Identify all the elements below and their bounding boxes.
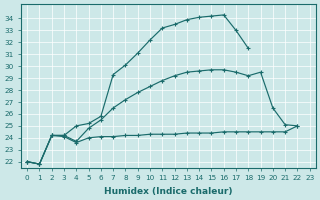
X-axis label: Humidex (Indice chaleur): Humidex (Indice chaleur) (104, 187, 233, 196)
